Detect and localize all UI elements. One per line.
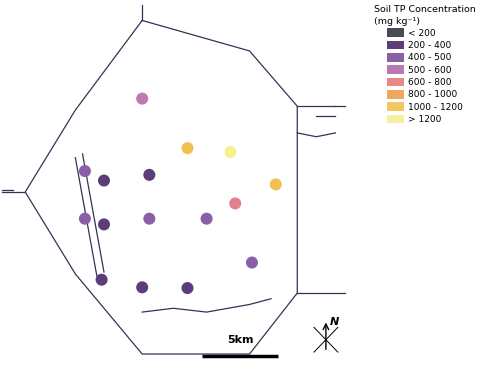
Point [272,181,280,187]
Text: 5km: 5km [227,335,253,345]
Point [145,215,153,222]
Point [81,215,89,222]
Point [100,177,108,184]
Point [138,284,146,290]
Point [100,221,108,227]
Point [231,200,239,207]
Point [248,260,256,266]
Point [184,145,192,151]
Legend: < 200, 200 - 400, 400 - 500, 500 - 600, 600 - 800, 800 - 1000, 1000 - 1200, > 12: < 200, 200 - 400, 400 - 500, 500 - 600, … [372,2,479,127]
Point [145,172,153,178]
Point [81,168,89,174]
Point [227,149,234,155]
Point [98,276,106,283]
Point [138,96,146,102]
Point [203,215,210,222]
Point [184,285,192,291]
Text: N: N [330,317,339,327]
